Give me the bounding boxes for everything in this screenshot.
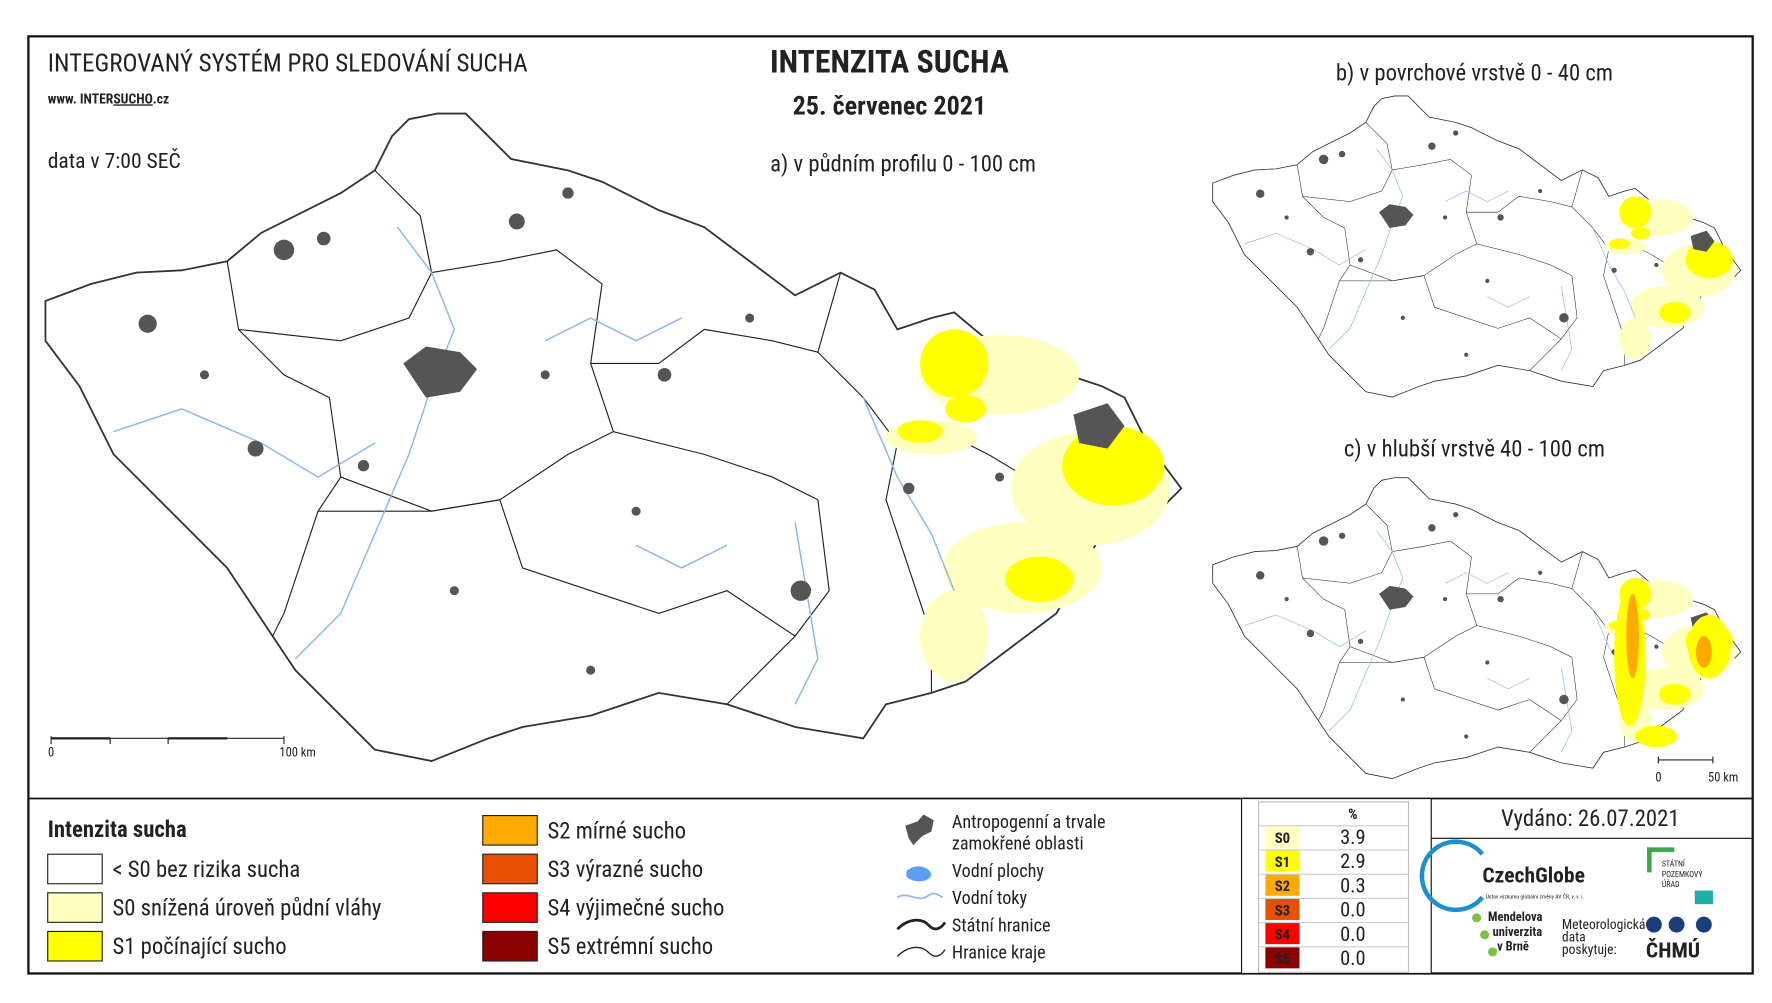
scale-label: 0 (48, 746, 54, 761)
stats-class: S3 (1275, 901, 1290, 919)
title: INTENZITA SUCHA (770, 43, 1009, 81)
date: 25. červenec 2021 (793, 92, 987, 122)
scale-label: 0 (1655, 770, 1661, 785)
stats-header: % (1348, 805, 1357, 823)
scale-bar (50, 736, 285, 745)
scale-label: 100 km (279, 746, 315, 761)
logo-spu: ÚŘAD (1662, 880, 1680, 889)
symbol-label: zamokřené oblasti (952, 834, 1084, 855)
logo-chmu: ČHMÚ (1646, 937, 1700, 964)
map-label: c) v hlubší vrstvě 40 - 100 cm (1344, 436, 1605, 463)
logo-mendelu: univerzita (1493, 925, 1543, 940)
stats-value: 0.0 (1340, 922, 1366, 946)
symbols (896, 814, 947, 957)
legend-swatch (47, 930, 103, 962)
stats-class: S0 (1275, 829, 1290, 847)
stats-value: 2.9 (1340, 849, 1366, 873)
legend-label: S1 počínající sucho (112, 933, 286, 960)
legend-swatch (47, 853, 103, 885)
symbol-label: Hranice kraje (952, 943, 1046, 964)
url-highlight: SUCHO (113, 91, 152, 107)
stats-swatch (1265, 898, 1300, 920)
stats-swatch (1265, 946, 1300, 969)
stats-swatch (1265, 825, 1300, 848)
logo-spu: POZEMKOVÝ (1662, 870, 1704, 879)
map-label: b) v povrchové vrstvě 0 - 40 cm (1336, 60, 1613, 87)
stats-value: 3.9 (1340, 825, 1366, 849)
scale-bar (1657, 756, 1714, 764)
url-prefix: www. INTER (48, 91, 114, 107)
logo-spu: STÁTNÍ (1662, 860, 1686, 869)
logos (1419, 839, 1713, 957)
legend-swatch (482, 815, 538, 846)
legend-swatch (47, 892, 103, 923)
legend-label: < S0 bez rizika sucha (112, 856, 300, 883)
stats-value: 0.0 (1340, 946, 1366, 970)
symbol-label: Vodní plochy (952, 861, 1045, 882)
logo-meteo: poskytuje: (1562, 942, 1617, 958)
legend-title: Intenzita sucha (48, 816, 187, 843)
legend-label: S5 extrémní sucho (548, 933, 714, 960)
stats-table (1258, 801, 1410, 973)
url-suffix: .cz (153, 91, 169, 107)
stats-class: S2 (1275, 877, 1290, 895)
logo-czechglobe-sub: Ústav výzkumu globální změny AV ČR, v. v… (1486, 893, 1585, 900)
stats-swatch (1265, 849, 1300, 872)
map-c-drought (1614, 588, 1731, 748)
time-note: data v 7:00 SEČ (48, 147, 181, 174)
legend-swatch (482, 892, 538, 923)
stats-swatch (1265, 922, 1300, 945)
stats-value: 0.3 (1340, 873, 1366, 897)
symbol-label: Státní hranice (952, 915, 1051, 936)
stats-class: S5 (1275, 950, 1290, 968)
logo-meteo: Meteorologická (1562, 917, 1646, 933)
stats-class: S4 (1275, 926, 1290, 944)
stats-class: S1 (1275, 853, 1290, 871)
legend-label: S0 snížená úroveň půdní vláhy (112, 895, 381, 922)
logo-czechglobe: CzechGlobe (1482, 864, 1585, 889)
logo-mendelu: Mendelova (1488, 910, 1543, 925)
legend-swatch (482, 853, 538, 885)
logo-meteo: data (1562, 930, 1586, 946)
url: www. INTERSUCHO.cz (48, 91, 169, 107)
symbol-label: Vodní toky (952, 888, 1028, 909)
stats-swatch (1265, 874, 1300, 896)
legend-label: S4 výjimečné sucho (548, 895, 725, 922)
legend-label: S3 výrazné sucho (548, 856, 704, 883)
system-name: INTEGROVANÝ SYSTÉM PRO SLEDOVÁNÍ SUCHA (48, 48, 528, 79)
legend-label: S2 mírné sucho (548, 817, 687, 844)
logo-mendelu: v Brně (1497, 940, 1529, 955)
map-label: a) v půdním profilu 0 - 100 cm (770, 151, 1036, 178)
symbol-label: Antropogenní a trvale (952, 812, 1106, 833)
scale-label: 50 km (1708, 770, 1738, 785)
stats-value: 0.0 (1340, 898, 1366, 922)
legend-swatch (482, 930, 538, 962)
issued: Vydáno: 26.07.2021 (1501, 805, 1680, 832)
